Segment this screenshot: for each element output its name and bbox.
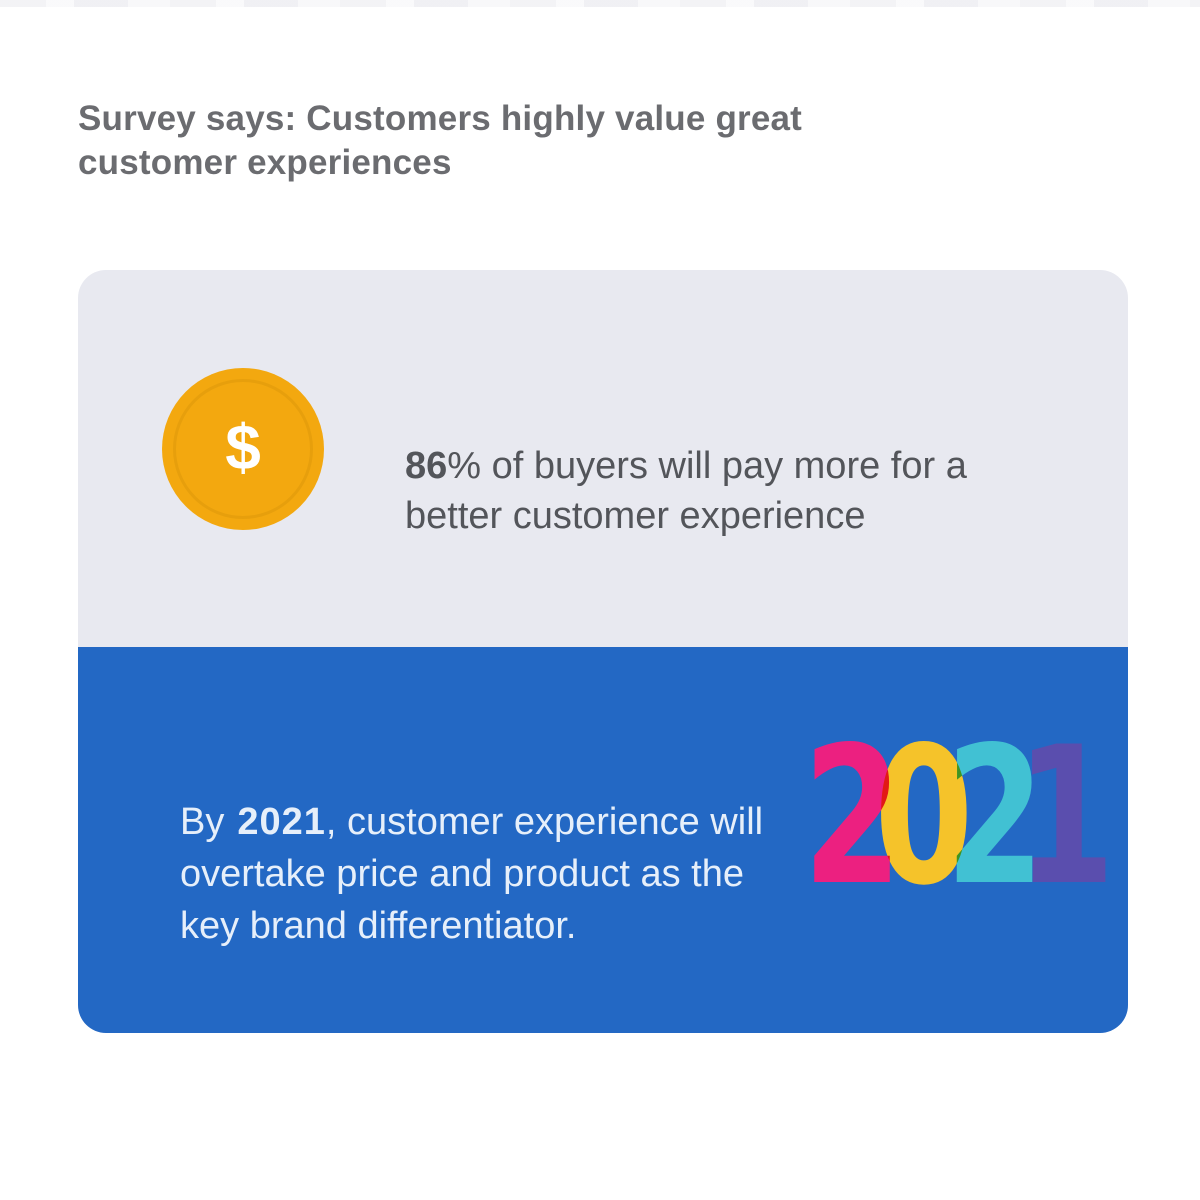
stat-description: , customer experience will overtake pric…: [180, 801, 764, 947]
stat-text-2021: By 2021, customer experience will overtak…: [180, 796, 810, 952]
graphic-digit-0-yellow: 0: [874, 706, 974, 927]
graphic-digit-2-pink: 2: [803, 706, 903, 927]
stat-section-buyers: $ 86% of buyers will pay more for a bett…: [78, 270, 1128, 647]
percent-sign: %: [447, 445, 482, 487]
stat-section-2021: By 2021, customer experience will overtak…: [78, 647, 1128, 1033]
stat-card: $ 86% of buyers will pay more for a bett…: [78, 270, 1128, 1033]
stat-value: 86: [405, 445, 448, 487]
page-title: Survey says: Customers highly value grea…: [78, 99, 803, 183]
stat-description: of buyers will pay more for a better cus…: [405, 445, 967, 537]
stat-text-buyers: 86% of buyers will pay more for a better…: [405, 441, 1050, 541]
stat-year: 2021: [237, 801, 326, 843]
graphic-digit-1-purple: 1: [1016, 706, 1116, 927]
year-2021-graphic: 2 0 2 1: [803, 706, 1115, 927]
dollar-sign-icon: $: [225, 411, 261, 483]
stat-prefix: By: [180, 801, 225, 843]
graphic-digit-2-teal: 2: [945, 706, 1045, 927]
cropped-content-strip: [0, 0, 1200, 7]
dollar-coin-icon: $: [162, 368, 324, 530]
